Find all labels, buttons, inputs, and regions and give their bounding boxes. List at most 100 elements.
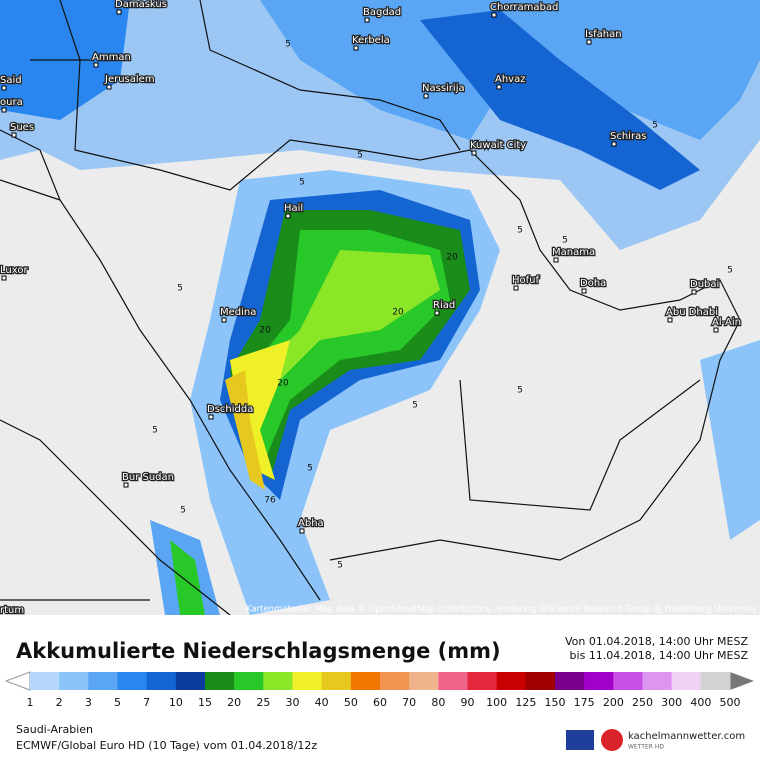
contour-label: 5 [562, 236, 568, 246]
city-label: Sues [10, 122, 34, 133]
legend-swatch [146, 672, 177, 690]
city-label: Hofuf [512, 275, 539, 286]
legend-label: 40 [315, 696, 329, 709]
legend-label: 150 [545, 696, 566, 709]
city-dot [1, 107, 7, 113]
legend-swatch [700, 672, 731, 690]
brand-sub: WETTER HD [628, 744, 664, 751]
city-label: Medina [220, 307, 256, 318]
city-dot [496, 84, 502, 90]
contour-label: 5 [412, 401, 418, 411]
legend-swatch [613, 672, 643, 690]
date-from: Von 01.04.2018, 14:00 Uhr MESZ [565, 635, 749, 648]
contour-label: 5 [517, 386, 523, 396]
contour-label: 5 [307, 464, 313, 474]
city-dot [423, 93, 429, 99]
title: Akkumulierte Niederschlagsmenge (mm) [16, 639, 501, 663]
city-dot [586, 39, 592, 45]
legend-label: 60 [373, 696, 387, 709]
city-label: oura [0, 97, 23, 108]
city-label: Doha [580, 278, 606, 289]
legend-label: 2 [56, 696, 63, 709]
city-dot [553, 257, 559, 263]
brand[interactable]: kachelmannwetter.com [628, 731, 745, 742]
contour-label: 5 [180, 506, 186, 516]
contour-label: 20 [259, 326, 271, 336]
city-label: Al-Ain [712, 317, 741, 328]
legend-swatch [584, 672, 614, 690]
city-dot [116, 9, 122, 15]
city-label: Manama [552, 247, 595, 258]
legend-swatch [496, 672, 527, 690]
city-label: Schiras [610, 131, 646, 142]
city-dot [93, 62, 99, 68]
city-label: Ahvaz [495, 74, 525, 85]
legend-swatch [175, 672, 206, 690]
contour-label: 20 [277, 379, 289, 389]
city-dot [667, 317, 673, 323]
contour-label: 5 [727, 266, 733, 276]
legend-swatch [467, 672, 498, 690]
city-dot [581, 288, 587, 294]
legend-label: 250 [632, 696, 653, 709]
city-dot [491, 12, 497, 18]
legend-label: 400 [690, 696, 711, 709]
city-dot [208, 414, 214, 420]
legend-swatch [525, 672, 556, 690]
city-dot [123, 482, 129, 488]
city-label: Jerusalem [104, 74, 155, 85]
legend-label: 175 [574, 696, 595, 709]
legend-label: 30 [286, 696, 300, 709]
contour-label: 5 [299, 178, 305, 188]
region: Saudi-Arabien [16, 723, 93, 736]
city-label: Nassirija [422, 83, 465, 94]
legend-swatch [117, 672, 148, 690]
legend-label: 80 [431, 696, 445, 709]
legend-swatch [671, 672, 702, 690]
legend-swatch [59, 672, 89, 690]
contour-label: 5 [337, 561, 343, 571]
legend-swatch [438, 672, 468, 690]
legend-swatch [350, 672, 381, 690]
contour-label: 5 [652, 121, 658, 131]
legend-label: 5 [114, 696, 121, 709]
legend-swatch [321, 672, 352, 690]
city-dot [513, 285, 519, 291]
contour-label: 5 [152, 426, 158, 436]
city-dot [221, 317, 227, 323]
city-label: Dschidda [207, 404, 253, 415]
city-dot [299, 528, 305, 534]
city-dot [611, 141, 617, 147]
city-label: Luxor [0, 265, 28, 276]
legend-label: 1 [27, 696, 34, 709]
legend-label: 70 [402, 696, 416, 709]
legend-swatch [380, 672, 410, 690]
contour-label: 20 [392, 308, 404, 318]
legend-swatch [292, 672, 323, 690]
city-label: Riad [433, 300, 455, 311]
city-dot [1, 275, 7, 281]
legend-label: 90 [461, 696, 475, 709]
city-label: Said [0, 75, 22, 86]
map [0, 0, 760, 616]
legend-label: 3 [85, 696, 92, 709]
legend-swatch [30, 672, 60, 690]
legend-label: 125 [515, 696, 536, 709]
legend-swatch [234, 672, 264, 690]
city-label: Abha [298, 518, 324, 529]
city-dot [285, 213, 291, 219]
city-label: Damaskus [115, 0, 167, 10]
city-label: Hail [284, 203, 303, 214]
city-dot [364, 17, 370, 23]
brand-logo [601, 729, 623, 751]
city-dot [691, 289, 697, 295]
city-label: Bur Sudan [122, 472, 174, 483]
attribution: Kartenmaterial: Map data © OpenStreetMap… [246, 605, 757, 615]
legend-label: 100 [486, 696, 507, 709]
legend-label: 7 [143, 696, 150, 709]
contour-label: 20 [446, 253, 458, 263]
model-run: ECMWF/Global Euro HD (10 Tage) vom 01.04… [16, 739, 317, 752]
legend-swatch [205, 672, 235, 690]
city-label: Amman [92, 52, 131, 63]
legend-label: 200 [603, 696, 624, 709]
